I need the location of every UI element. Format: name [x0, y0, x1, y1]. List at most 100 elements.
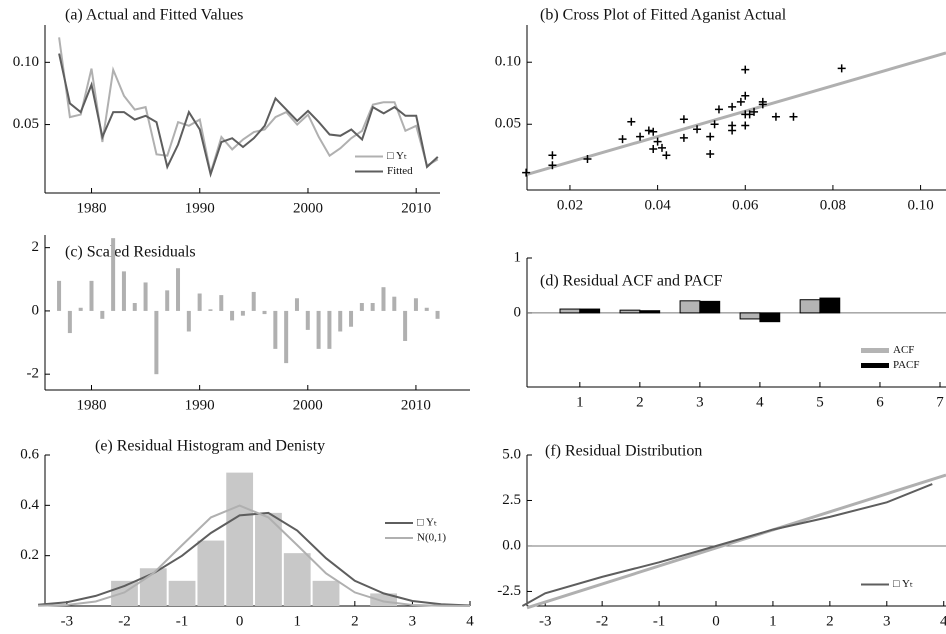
chart-title: (f) Residual Distribution — [545, 443, 702, 460]
scatter-point — [728, 121, 737, 130]
chart-title: (a) Actual and Fitted Values — [65, 7, 243, 24]
scatter-point — [657, 143, 666, 152]
x-tick-label: 1980 — [77, 397, 107, 413]
scatter-point — [728, 102, 737, 111]
chart-title: (d) Residual ACF and PACF — [540, 273, 723, 290]
y-tick-label: 0 — [514, 304, 522, 320]
x-tick-label: 1 — [293, 613, 301, 629]
x-tick-label: 4 — [756, 394, 764, 410]
bar — [799, 299, 821, 314]
x-tick-label: 0.06 — [732, 197, 759, 213]
x-tick-label: 1990 — [185, 200, 215, 216]
bar — [338, 310, 343, 332]
bar — [639, 310, 661, 314]
bar — [57, 280, 62, 311]
scatter-point — [627, 117, 636, 126]
scatter-point — [522, 168, 531, 177]
bar — [413, 298, 418, 311]
bar — [186, 310, 191, 332]
bar — [165, 290, 170, 311]
scatter-point — [837, 64, 846, 73]
bar — [435, 310, 440, 319]
bar — [89, 280, 94, 311]
legend-label: □ Yₜ — [387, 150, 407, 162]
histogram-bar — [139, 568, 167, 606]
scatter-point — [710, 120, 719, 129]
bar — [240, 310, 245, 316]
scatter-point — [583, 154, 592, 163]
x-tick-label: 0.08 — [820, 197, 846, 213]
x-tick-label: 3 — [696, 394, 704, 410]
bar — [154, 310, 159, 375]
y-tick-label: 5.0 — [502, 446, 521, 462]
scatter-point — [644, 126, 653, 135]
y-tick-label: 2.5 — [502, 492, 521, 508]
scatter-point — [706, 132, 715, 141]
y-tick-label: 0.6 — [20, 446, 39, 462]
bar — [197, 293, 202, 311]
x-tick-label: -3 — [61, 613, 74, 629]
x-tick-label: 2 — [826, 613, 834, 629]
x-tick-label: 6 — [876, 394, 884, 410]
bar — [230, 310, 235, 321]
scatter-point — [693, 125, 702, 134]
histogram-bar — [312, 580, 340, 606]
x-tick-label: 3 — [409, 613, 417, 629]
bar — [78, 307, 83, 311]
bar — [327, 310, 332, 349]
bar — [176, 268, 181, 311]
bar — [251, 291, 256, 311]
histogram-bar — [255, 512, 282, 606]
bar — [739, 312, 761, 320]
x-tick-label: 2000 — [293, 397, 323, 413]
scatter-point — [679, 133, 688, 142]
x-tick-label: 2010 — [401, 397, 431, 413]
y-tick-label: -2 — [27, 366, 40, 382]
scatter-point — [662, 151, 671, 160]
scatter-point — [679, 115, 688, 124]
bar — [305, 310, 310, 330]
bar — [359, 303, 364, 311]
y-tick-label: 0.2 — [20, 547, 39, 563]
x-tick-label: 2000 — [293, 200, 323, 216]
bar — [424, 307, 429, 311]
x-tick-label: 1 — [769, 613, 777, 629]
y-tick-label: 0.10 — [13, 54, 39, 70]
bar — [262, 310, 267, 315]
legend-label: □ Yₜ — [417, 517, 437, 529]
x-tick-label: 1 — [576, 394, 584, 410]
bar — [559, 308, 581, 314]
bar — [111, 238, 116, 311]
y-tick-label: 1 — [514, 249, 522, 265]
x-tick-label: 7 — [936, 394, 944, 410]
x-tick-label: 0 — [236, 613, 244, 629]
bar — [699, 300, 721, 314]
histogram-bar — [226, 472, 254, 606]
scatter-point — [741, 65, 750, 74]
histogram-bar — [168, 580, 196, 606]
x-tick-label: 2 — [636, 394, 644, 410]
scatter-point — [706, 150, 715, 159]
x-tick-label: -3 — [539, 613, 552, 629]
x-tick-label: -1 — [653, 613, 666, 629]
scatter-point — [653, 137, 662, 146]
x-tick-label: 0.10 — [907, 197, 933, 213]
legend-label: □ Yₜ — [893, 578, 913, 590]
bar — [67, 310, 72, 334]
legend-label: N(0,1) — [417, 532, 446, 544]
chart-title: (b) Cross Plot of Fitted Aganist Actual — [540, 7, 787, 24]
x-tick-label: 3 — [883, 613, 891, 629]
x-tick-label: 2010 — [401, 200, 431, 216]
scatter-point — [618, 135, 627, 144]
histogram-bar — [283, 553, 311, 606]
bar — [273, 310, 278, 349]
bar — [284, 310, 289, 364]
reference-line — [526, 51, 946, 176]
bar — [294, 298, 299, 311]
scatter-point — [771, 112, 780, 121]
x-tick-label: -2 — [118, 613, 131, 629]
bar — [679, 300, 701, 314]
y-tick-label: 0.10 — [495, 54, 521, 70]
x-tick-label: -2 — [596, 613, 609, 629]
